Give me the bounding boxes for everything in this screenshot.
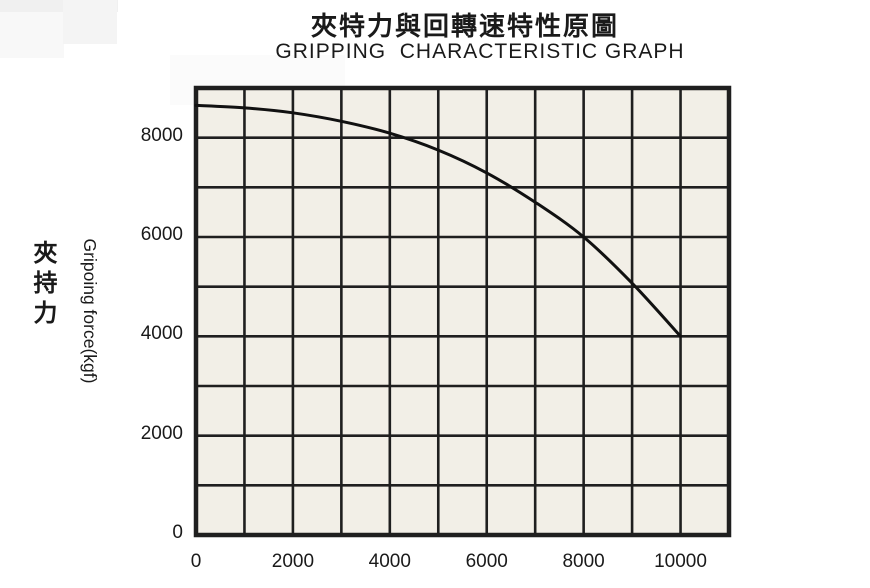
plot-border [193,85,732,538]
y-tick-label-6000: 6000 [140,224,183,245]
x-tick-label-0: 0 [190,551,202,572]
y-tick-label-0: 0 [172,522,183,543]
y-tick-label-8000: 8000 [140,124,183,146]
chart-subtitle: GRIPPING CHARACTERISTIC GRAPH [275,40,685,63]
y-tick-label-2000: 2000 [140,422,183,444]
y-axis-label-cjk: 夾持力 [29,240,56,330]
y-tick-label-4000: 4000 [140,323,183,345]
gripping-force-curve [194,103,682,338]
x-tick-label-8000: 8000 [562,551,605,572]
x-tick-label-4000: 4000 [368,551,411,572]
plot-background [196,88,729,535]
x-tick-label-2000: 2000 [271,551,315,572]
x-tick-label-10000: 10000 [654,551,707,572]
chart-title: 夾特力與回轉速特性原圖 [310,11,619,41]
x-tick-label-6000: 6000 [465,551,508,572]
